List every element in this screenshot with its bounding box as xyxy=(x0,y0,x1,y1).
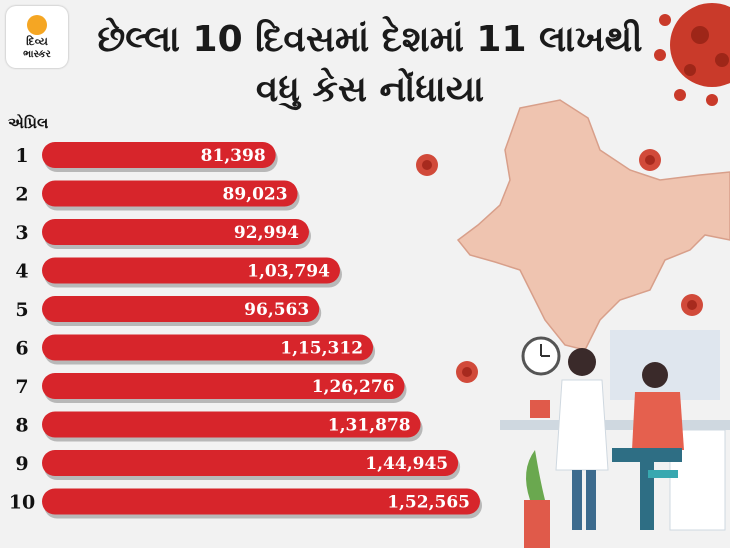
bar xyxy=(42,411,421,438)
bar xyxy=(42,296,320,322)
category-tick-label: 5 xyxy=(15,299,28,321)
bar xyxy=(42,219,309,245)
bar-value-label: 1,15,312 xyxy=(280,339,363,359)
bar xyxy=(42,488,480,515)
bar-value-label: 81,398 xyxy=(201,146,266,166)
bar-value-label: 1,52,565 xyxy=(387,493,470,513)
category-tick-label: 9 xyxy=(15,453,28,475)
category-tick-label: 8 xyxy=(15,415,28,437)
category-tick-label: 4 xyxy=(15,261,28,283)
vaccination-scene-illustration xyxy=(500,330,730,548)
category-tick-label: 2 xyxy=(15,184,28,206)
category-tick-label: 1 xyxy=(15,145,28,167)
clock-icon xyxy=(521,336,561,376)
headline-line1: છેલ્લા 10 દિવસમાં દેશમાં 11 લાખથી xyxy=(97,19,643,60)
virus-icon xyxy=(456,361,478,383)
category-tick-label: 10 xyxy=(9,492,35,514)
bar-value-label: 1,26,276 xyxy=(312,377,395,397)
bar xyxy=(42,450,459,476)
bar-value-label: 1,03,794 xyxy=(247,262,330,282)
headline-line2: વધુ કેસ નોંધાયા xyxy=(255,69,485,110)
category-tick-label: 7 xyxy=(15,376,28,398)
bar xyxy=(42,373,405,399)
virus-icon xyxy=(639,149,661,171)
brand-name-line1: દિવ્ય xyxy=(26,35,48,48)
category-tick-label: 3 xyxy=(15,222,28,244)
sun-icon xyxy=(27,15,47,35)
bar-value-label: 89,023 xyxy=(223,185,288,205)
bar-value-label: 1,44,945 xyxy=(365,454,448,474)
india-map-icon xyxy=(456,99,730,351)
virus-icon xyxy=(681,294,703,316)
bar-value-label: 96,563 xyxy=(244,300,309,320)
category-axis-label: એપ્રિલ xyxy=(8,114,49,132)
virus-icon xyxy=(654,3,730,106)
bar-value-label: 1,31,878 xyxy=(328,416,411,436)
bar xyxy=(42,180,298,207)
bar xyxy=(42,334,374,361)
brand-name-line2: ભાસ્કર xyxy=(23,49,51,60)
virus-icon xyxy=(416,154,438,176)
category-tick-label: 6 xyxy=(15,338,28,360)
bar-value-label: 92,994 xyxy=(234,223,299,243)
bar xyxy=(42,142,276,168)
bar xyxy=(42,257,340,284)
brand-logo: દિવ્ય ભાસ્કર xyxy=(6,6,68,68)
